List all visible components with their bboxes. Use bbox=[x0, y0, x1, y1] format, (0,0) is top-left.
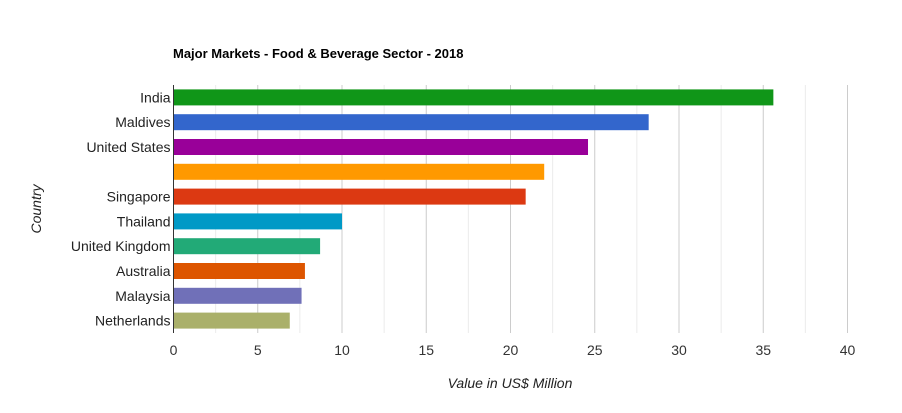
bar[interactable] bbox=[173, 312, 290, 329]
x-axis-title: Value in US$ Million bbox=[448, 375, 573, 391]
bars bbox=[173, 89, 774, 329]
category-labels: India Maldives United States Singapore Thail… bbox=[71, 89, 171, 328]
bar[interactable] bbox=[173, 238, 321, 255]
x-tick-labels: 0 5 10 15 20 25 30 35 40 bbox=[170, 342, 856, 358]
bar[interactable] bbox=[173, 263, 305, 279]
x-tick-label: 35 bbox=[755, 342, 771, 358]
category-label: United States bbox=[86, 139, 170, 155]
x-tick-label: 15 bbox=[418, 342, 434, 358]
x-tick-label: 30 bbox=[671, 342, 687, 358]
category-label: Singapore bbox=[107, 189, 171, 205]
category-label: India bbox=[140, 89, 171, 105]
bar[interactable] bbox=[173, 114, 649, 131]
x-tick-label: 5 bbox=[254, 342, 262, 358]
x-tick-label: 40 bbox=[840, 342, 856, 358]
bar[interactable] bbox=[173, 163, 545, 180]
category-label: Australia bbox=[116, 263, 171, 279]
category-label: Malaysia bbox=[115, 288, 170, 304]
y-axis-title: Country bbox=[28, 183, 44, 233]
bar[interactable] bbox=[173, 139, 589, 155]
category-label: Thailand bbox=[117, 213, 171, 229]
category-label: Maldives bbox=[115, 114, 170, 130]
bar[interactable] bbox=[173, 188, 526, 205]
bar[interactable] bbox=[173, 213, 343, 230]
category-label: United Kingdom bbox=[71, 238, 171, 254]
bar[interactable] bbox=[173, 89, 774, 106]
x-tick-label: 25 bbox=[587, 342, 603, 358]
x-tick-label: 10 bbox=[334, 342, 350, 358]
x-tick-label: 20 bbox=[503, 342, 519, 358]
category-label: Netherlands bbox=[95, 313, 171, 329]
chart-title: Major Markets - Food & Beverage Sector -… bbox=[173, 46, 463, 61]
x-tick-label: 0 bbox=[170, 342, 178, 358]
bar[interactable] bbox=[173, 287, 302, 304]
